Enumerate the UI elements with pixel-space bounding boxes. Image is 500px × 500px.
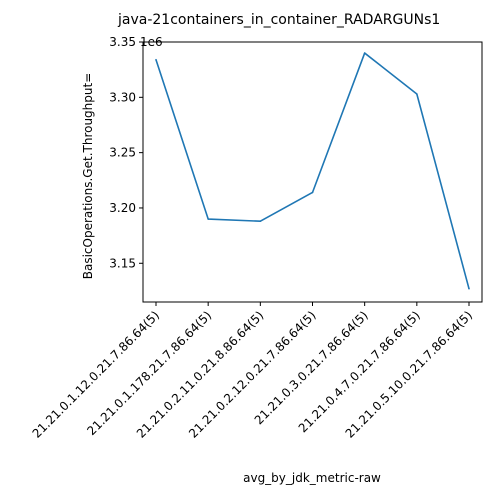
y-axis-label: BasicOperations.Get.Throughput= bbox=[81, 73, 95, 280]
data-point bbox=[363, 52, 366, 54]
x-axis-label: avg_by_jdk_metric-raw bbox=[243, 471, 381, 485]
chart-title: java-21containers_in_container_RADARGUNs… bbox=[117, 12, 440, 28]
data-point bbox=[207, 218, 209, 220]
y-tick-label: 3.35 bbox=[109, 35, 136, 49]
y-tick-label: 3.20 bbox=[109, 201, 136, 215]
y-tick-label: 3.30 bbox=[109, 90, 136, 104]
data-point bbox=[416, 93, 418, 95]
plot-area: 3.153.203.253.303.3521.21.0.1.12.0.21.7.… bbox=[30, 35, 483, 441]
data-point bbox=[155, 58, 157, 61]
data-point bbox=[468, 287, 470, 290]
data-point bbox=[311, 191, 314, 194]
axes-frame bbox=[142, 41, 483, 303]
series-line bbox=[155, 52, 470, 289]
y-tick-label: 3.15 bbox=[109, 256, 136, 270]
data-point bbox=[259, 220, 262, 223]
y-tick-label: 3.25 bbox=[109, 146, 136, 160]
